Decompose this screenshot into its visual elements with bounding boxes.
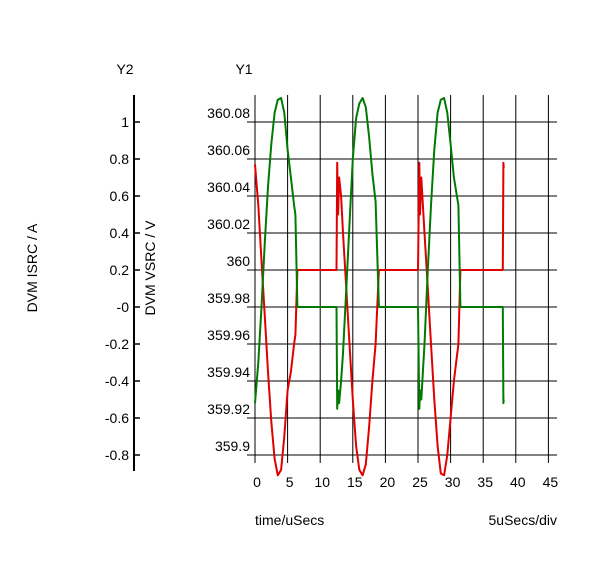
y2-tick-label: 0.6 — [110, 188, 130, 204]
x-tick-label: 45 — [543, 474, 559, 490]
gridlines — [247, 95, 557, 463]
y2-tick-label: -0.4 — [105, 373, 129, 389]
y2-axis-label: DVM ISRC / A — [24, 223, 40, 312]
y1-tick-label: 359.98 — [207, 290, 250, 306]
y1-axis-header: Y1 — [235, 61, 252, 77]
y2-tick-label: -0 — [117, 299, 130, 315]
y1-axis: 360.08 360.06 360.04 360.02 360 359.98 359.96 3… — [207, 95, 256, 455]
x-tick-label: 10 — [314, 474, 330, 490]
x-tick-label: 0 — [253, 474, 261, 490]
y1-axis-label: DVM VSRC / V — [142, 220, 158, 316]
series-line-2 — [254, 97, 505, 410]
y1-tick-label: 359.9 — [215, 438, 250, 454]
y1-tick-label: 359.96 — [207, 327, 250, 343]
y2-tick-label: -0.2 — [105, 336, 129, 352]
x-axis-label: time/uSecs — [255, 512, 324, 528]
y2-tick-label: 0.2 — [110, 262, 130, 278]
x-tick-label: 40 — [510, 474, 526, 490]
y2-tick-label: 0.4 — [110, 225, 130, 241]
y2-tick-label: 0.8 — [110, 151, 130, 167]
series-lines — [254, 97, 505, 477]
y2-axis-header: Y2 — [116, 61, 133, 77]
y1-tick-label: 359.94 — [207, 364, 250, 380]
y1-tick-label: 360.02 — [207, 216, 250, 232]
y1-tick-label: 360.08 — [207, 105, 250, 121]
y2-tick-label: -0.8 — [105, 447, 129, 463]
x-axis: 0 5 10 15 20 25 30 35 40 45 — [253, 474, 558, 490]
x-tick-label: 25 — [412, 474, 428, 490]
x-tick-label: 15 — [347, 474, 363, 490]
x-tick-label: 35 — [477, 474, 493, 490]
y2-tick-label: -0.6 — [105, 410, 129, 426]
y1-tick-label: 359.92 — [207, 401, 250, 417]
x-tick-label: 5 — [286, 474, 294, 490]
x-division-label: 5uSecs/div — [489, 512, 557, 528]
y2-axis: 1 0.8 0.6 0.4 0.2 -0 -0.2 -0.4 -0.6 -0.8 — [105, 95, 140, 471]
series-line-1 — [254, 161, 505, 477]
y1-tick-label: 360.06 — [207, 142, 250, 158]
x-tick-label: 30 — [445, 474, 461, 490]
y1-tick-label: 360.04 — [207, 179, 250, 195]
y2-tick-label: 1 — [121, 114, 129, 130]
y1-tick-label: 360 — [227, 253, 251, 269]
x-tick-label: 20 — [380, 474, 396, 490]
